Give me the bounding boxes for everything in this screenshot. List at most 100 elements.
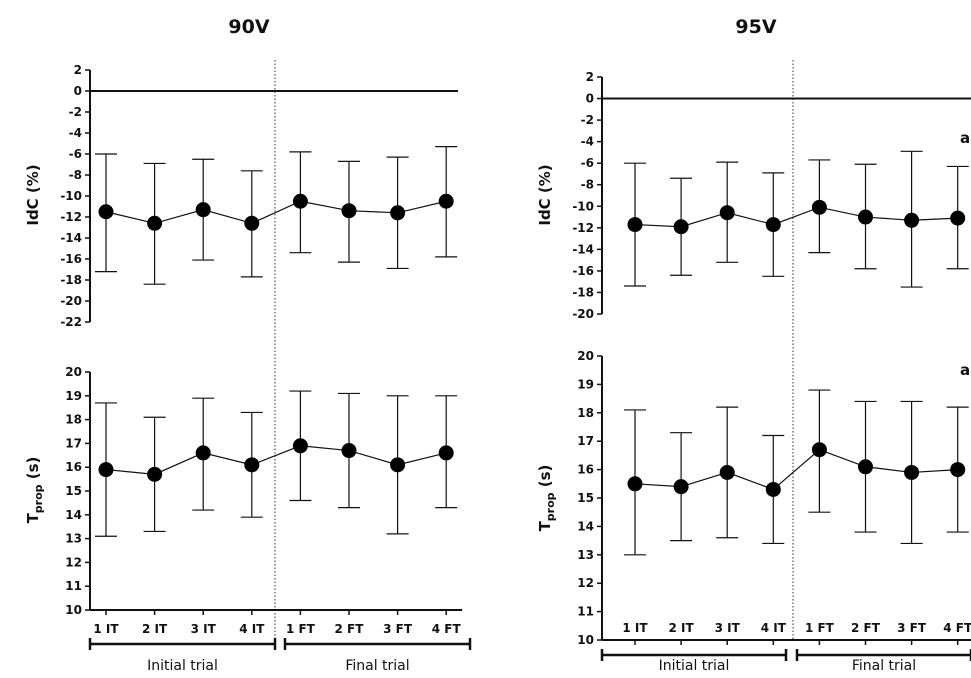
x-tick-label: 1 IT xyxy=(622,621,648,635)
data-point xyxy=(858,209,873,225)
data-point xyxy=(438,193,454,209)
y-tick-label: -2 xyxy=(69,105,82,119)
y-tick-label: -12 xyxy=(572,221,594,235)
series-line xyxy=(105,200,447,224)
y-tick-label: 10 xyxy=(65,603,82,617)
y-tick-label: 17 xyxy=(577,434,594,448)
y-tick-label: 19 xyxy=(577,377,594,391)
series-line xyxy=(105,445,447,475)
y-tick-label: 11 xyxy=(577,605,594,619)
y-tick-label: 12 xyxy=(65,555,82,569)
y-tick-label: 2 xyxy=(74,63,82,77)
x-tick-label: 4 FT xyxy=(432,622,462,636)
group-label: Final trial xyxy=(852,658,916,674)
x-tick-label: 3 FT xyxy=(383,622,413,636)
data-point xyxy=(950,210,966,226)
y-tick-label: -10 xyxy=(60,189,82,203)
data-point xyxy=(950,462,966,478)
y-tick-label: -10 xyxy=(572,199,594,213)
x-tick-label: 2 FT xyxy=(851,621,881,635)
data-point xyxy=(627,476,643,492)
y-axis-label: Tprop (s) xyxy=(536,465,557,532)
y-tick-label: -18 xyxy=(572,285,594,299)
data-point xyxy=(811,442,827,458)
y-tick-label: -14 xyxy=(60,231,82,245)
y-tick-label: 14 xyxy=(65,508,82,522)
data-point xyxy=(147,466,163,482)
y-tick-label: -14 xyxy=(572,242,594,256)
y-axis-label: IdC (%) xyxy=(536,164,554,225)
y-tick-label: -6 xyxy=(581,156,594,170)
y-tick-label: 20 xyxy=(577,349,594,363)
y-tick-label: -6 xyxy=(69,147,82,161)
y-tick-label: 12 xyxy=(577,576,594,590)
x-tick-label: 3 IT xyxy=(715,621,741,635)
y-tick-label: -4 xyxy=(69,126,82,140)
data-point xyxy=(341,443,357,459)
y-tick-label: 14 xyxy=(577,519,594,533)
y-tick-label: -20 xyxy=(572,307,594,321)
y-tick-label: 0 xyxy=(74,84,82,98)
data-point xyxy=(292,193,308,209)
x-tick-label: 2 FT xyxy=(335,622,365,636)
data-point xyxy=(98,204,114,220)
y-tick-label: -16 xyxy=(572,264,594,278)
data-point xyxy=(244,215,260,231)
x-tick-label: 4 FT xyxy=(943,621,971,635)
series-line xyxy=(634,206,958,228)
y-tick-label: -18 xyxy=(60,273,82,287)
y-tick-label: 10 xyxy=(577,633,594,647)
y-tick-label: 16 xyxy=(577,463,594,477)
y-tick-label: -22 xyxy=(60,315,82,329)
x-tick-label: 2 IT xyxy=(669,621,695,635)
data-point xyxy=(147,215,163,231)
y-tick-label: 18 xyxy=(65,413,82,427)
x-tick-label: 4 IT xyxy=(761,621,787,635)
data-point xyxy=(438,445,454,461)
y-tick-label: -12 xyxy=(60,210,82,224)
y-axis-label: IdC (%) xyxy=(24,164,42,225)
panel-3: 20 19 18 17 16 15 14 13 12 11 10 Tprop (s) 1 IT 2 IT 3… xyxy=(536,349,971,674)
y-tick-label: 20 xyxy=(65,365,82,379)
data-point xyxy=(292,438,308,454)
x-tick-label: 3 FT xyxy=(897,621,927,635)
group-label: Final trial xyxy=(345,658,409,674)
significance-annotation: a xyxy=(960,129,970,147)
y-tick-label: 16 xyxy=(65,460,82,474)
y-tick-label: -20 xyxy=(60,294,82,308)
data-point xyxy=(341,203,357,219)
group-label: Initial trial xyxy=(147,658,218,674)
data-point xyxy=(673,219,689,235)
series-line xyxy=(634,449,958,491)
y-tick-label: -2 xyxy=(581,113,594,127)
x-tick-label: 1 FT xyxy=(286,622,316,636)
y-tick-label: 13 xyxy=(65,532,82,546)
data-point xyxy=(673,479,689,495)
data-point xyxy=(904,464,920,480)
y-tick-label: -4 xyxy=(581,135,594,149)
x-tick-label: 2 IT xyxy=(142,622,168,636)
data-point xyxy=(627,217,643,233)
data-point xyxy=(719,205,735,221)
panel-1: 20 19 18 17 16 15 14 13 12 11 10 Tprop (s) 1 IT 2 IT 3… xyxy=(24,365,472,674)
data-point xyxy=(811,199,827,215)
y-axis-label: Tprop (s) xyxy=(24,457,45,524)
y-tick-label: -16 xyxy=(60,252,82,266)
x-tick-label: 1 FT xyxy=(805,621,835,635)
panel-title: 95V xyxy=(735,16,776,38)
data-point xyxy=(244,457,260,473)
data-point xyxy=(719,464,735,480)
x-tick-label: 1 IT xyxy=(93,622,119,636)
y-tick-label: -8 xyxy=(581,178,594,192)
y-tick-label: 11 xyxy=(65,579,82,593)
y-tick-label: 15 xyxy=(65,484,82,498)
data-point xyxy=(195,202,211,218)
y-tick-label: 13 xyxy=(577,548,594,562)
data-point xyxy=(858,459,873,475)
y-tick-label: 17 xyxy=(65,436,82,450)
data-point xyxy=(390,457,406,473)
y-tick-label: 2 xyxy=(586,70,594,84)
panel-2: 95V 20 -2 -4 -6 -8 -10 -12 -14 -16 -18 -20 IdC (%) a xyxy=(536,16,971,640)
